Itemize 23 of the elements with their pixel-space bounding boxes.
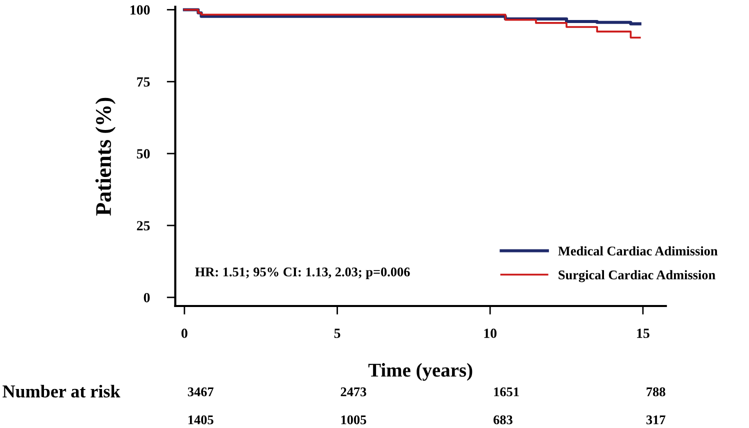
text: Number at risk [2,384,120,398]
x-tick-label: 0 [181,328,188,338]
text: 1405 [188,415,214,424]
text: 1651 [494,387,519,396]
x-tick-label: 10 [484,328,497,338]
x-tick-label: 5 [334,328,340,338]
y-axis-title: Patients (%) [95,98,116,216]
text: 1005 [341,415,366,424]
y-tick-label: 50 [136,149,150,159]
y-tick-label: 75 [137,77,150,87]
y-tick-label: 25 [136,221,150,230]
x-tick-label: 15 [637,328,650,338]
annotation: HR: 1.51; 95% CI: 1.13, 2.03; p=0.006 [195,268,410,280]
text: 2473 [340,387,366,396]
text: 788 [646,387,666,396]
text: 683 [494,415,512,424]
text: 317 [646,415,666,424]
y-tick-label: 0 [144,292,150,302]
x-axis-title: Time (years) [368,363,472,381]
legend-label: Medical Cardiac Adimission [558,246,718,256]
legend-label: Surgical Cardiac Admission [558,270,716,282]
y-tick-label: 100 [130,5,150,15]
text: 3467 [188,387,214,396]
